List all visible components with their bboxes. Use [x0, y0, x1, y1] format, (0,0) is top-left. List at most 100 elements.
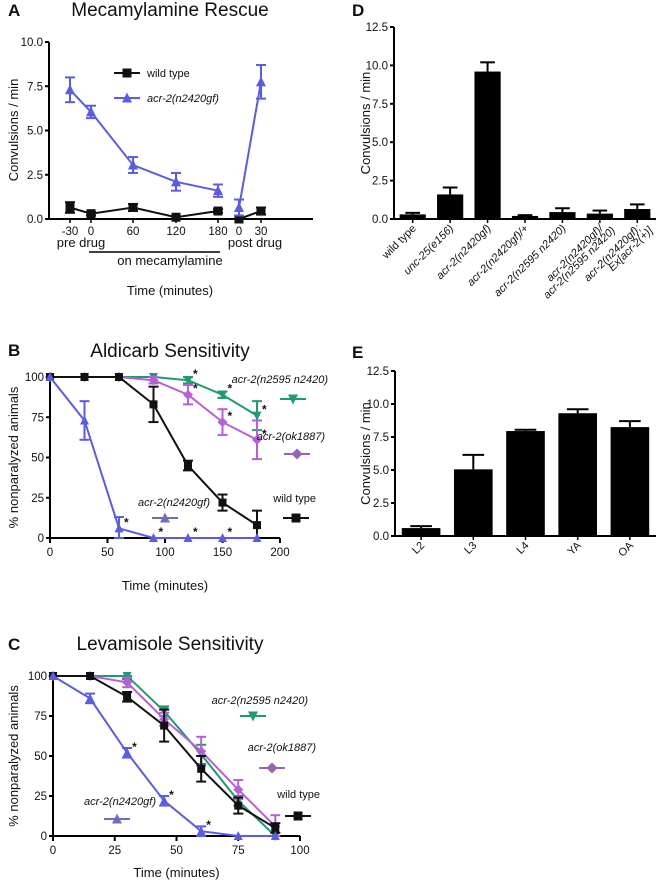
bar	[401, 528, 441, 536]
data-point	[45, 372, 55, 381]
bar	[549, 212, 576, 219]
x-axis-label: Time (minutes)	[127, 283, 213, 298]
panel-letter: A	[8, 1, 20, 20]
panel-b: B Aldicarb Sensitivity 0 25 50 75 100 % nonpara…	[6, 341, 328, 593]
y-tick-label: 0	[38, 533, 44, 545]
x-category-label: L2	[410, 540, 427, 557]
bar	[624, 209, 651, 219]
data-point	[149, 533, 158, 542]
data-point	[122, 677, 133, 688]
y-tick-label: 25	[31, 493, 44, 505]
y-tick-label: 50	[31, 453, 44, 465]
x-tick-label: 0	[50, 845, 56, 857]
x-tick-label: 100	[290, 845, 309, 857]
bar	[586, 213, 613, 219]
data-point	[122, 672, 132, 681]
y-tick-label: 2.5	[373, 498, 389, 510]
legend-marker	[248, 711, 258, 722]
bar	[453, 469, 493, 536]
series-line	[238, 81, 262, 208]
legend-label: wild type	[146, 68, 190, 80]
significance-star: *	[124, 515, 129, 529]
legend-marker	[266, 762, 278, 774]
significance-star: *	[228, 525, 233, 539]
x-category-label: OA	[616, 539, 636, 559]
data-point	[48, 671, 58, 680]
bar-group	[453, 453, 493, 540]
data-point	[85, 693, 95, 703]
data-point	[196, 826, 206, 836]
x-category-label: YA	[566, 539, 585, 558]
bar-group	[586, 209, 613, 223]
data-point	[252, 434, 262, 445]
data-point	[183, 389, 193, 400]
bar-group	[474, 61, 501, 223]
x-tick-label: 50	[170, 845, 183, 857]
significance-star: *	[193, 367, 198, 381]
bar-group	[624, 203, 651, 223]
data-point	[213, 206, 223, 216]
data-point	[213, 185, 223, 196]
x-tick-label: 50	[101, 547, 114, 559]
x-tick-label: 100	[155, 547, 174, 559]
significance-star: *	[262, 427, 267, 441]
x-tick-label: 25	[108, 845, 121, 857]
data-point	[115, 373, 123, 381]
data-point	[65, 84, 75, 95]
data-point	[197, 764, 206, 773]
significance-star: *	[262, 403, 267, 417]
y-axis-label: % nonparalyzed animals	[6, 685, 21, 827]
panel-a: A Mecamylamine Rescue 0.0 2.5 5.0 7.5 10.0 Conv…	[6, 0, 313, 298]
data-point	[233, 784, 244, 795]
x-axis-label: Time (minutes)	[133, 865, 219, 880]
bar	[474, 71, 501, 219]
y-axis-label: Convulsions / min	[6, 79, 21, 182]
panel-letter: B	[8, 341, 20, 360]
data-point	[256, 76, 266, 87]
y-tick-label: 5.0	[27, 126, 43, 138]
data-point	[218, 498, 227, 507]
y-tick-label: 75	[31, 412, 44, 424]
phase-label-on: on mecamylamine	[117, 253, 223, 268]
x-tick-label: 0	[88, 226, 94, 238]
chart-title: Mecamylamine Rescue	[71, 0, 268, 21]
data-point	[159, 795, 169, 805]
y-tick-label: 75	[34, 711, 47, 723]
x-tick-label: 150	[213, 547, 232, 559]
y-tick-label: 50	[34, 751, 47, 763]
x-tick-label: 30	[255, 226, 268, 238]
data-point	[86, 209, 96, 219]
significance-star: *	[206, 818, 211, 832]
legend-marker	[291, 513, 301, 523]
significance-star: *	[132, 740, 137, 754]
series-acr-2-n2420gf-	[45, 372, 262, 542]
bar-group	[506, 428, 545, 540]
data-point	[65, 202, 75, 212]
y-axis-label: Convulsions / min	[358, 72, 373, 175]
data-point	[171, 212, 181, 222]
legend-label: acr-2(n2420gf)	[138, 497, 210, 509]
data-point	[183, 376, 193, 386]
legend-marker	[122, 68, 132, 78]
x-tick-label: 180	[208, 226, 227, 238]
legend-label: acr-2(n2595 n2420)	[232, 374, 329, 386]
data-point	[80, 373, 89, 381]
y-tick-label: 10.0	[366, 60, 388, 72]
y-tick-label: 12.5	[367, 366, 389, 378]
legend-marker	[291, 448, 303, 460]
bar-group	[399, 211, 426, 223]
y-tick-label: 0.0	[373, 531, 389, 543]
x-tick-label: 200	[270, 547, 289, 559]
y-tick-label: 10.0	[367, 399, 389, 411]
phase-label-post: post drug	[228, 235, 282, 250]
x-tick-label: 60	[127, 226, 140, 238]
y-tick-label: 2.5	[372, 176, 388, 188]
significance-star: *	[193, 382, 198, 396]
y-tick-label: 2.5	[27, 170, 43, 182]
legend-marker	[112, 813, 122, 824]
data-point	[171, 176, 181, 187]
bar	[558, 413, 598, 536]
bar	[610, 427, 650, 536]
